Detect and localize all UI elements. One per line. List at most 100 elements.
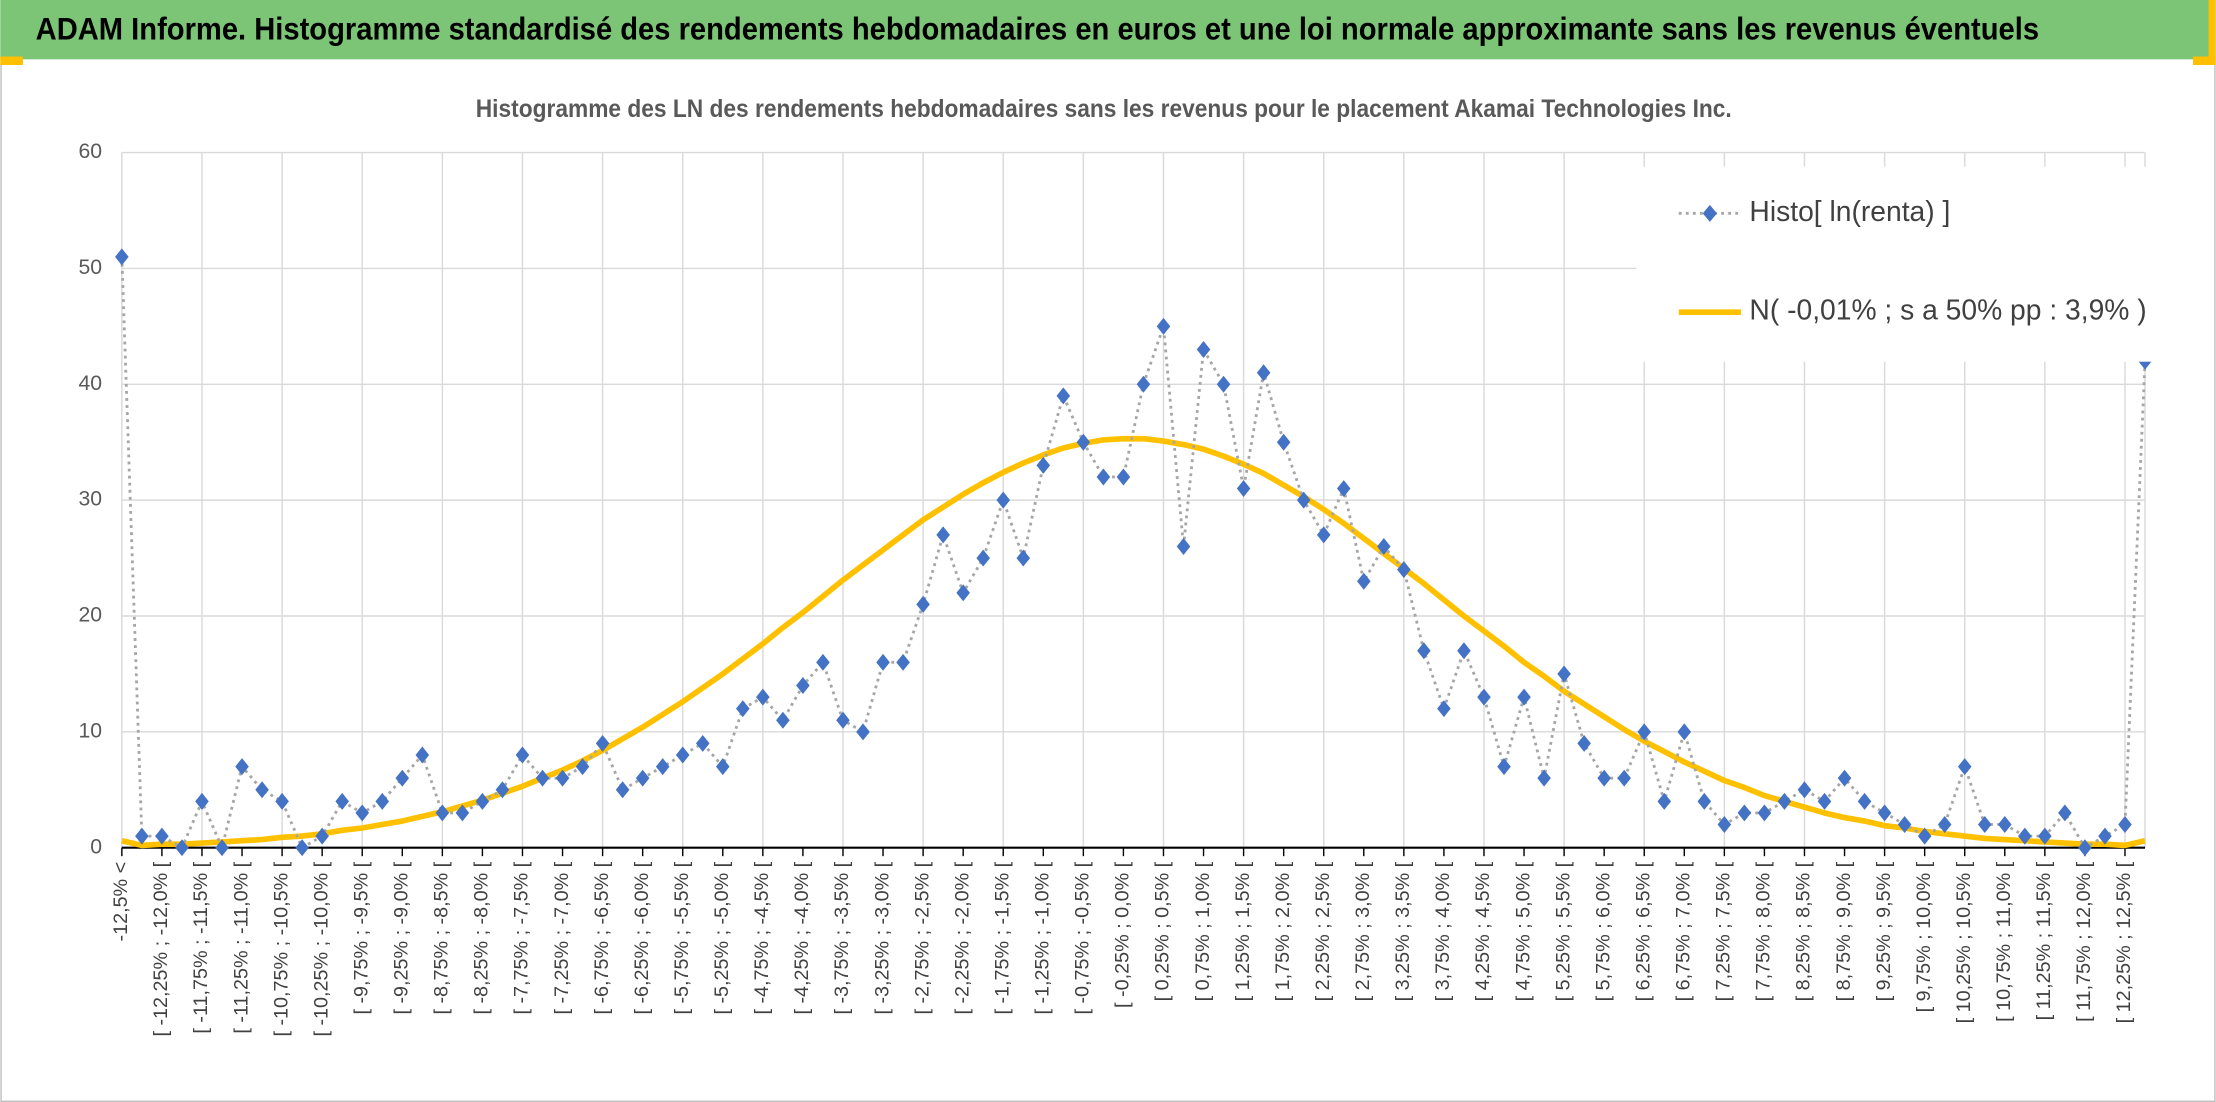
point-marker	[455, 804, 470, 822]
point-marker	[1657, 792, 1672, 810]
point-marker	[2018, 827, 2032, 845]
point-marker	[1417, 642, 1431, 660]
point-marker	[395, 769, 410, 787]
point-marker	[1336, 480, 1351, 498]
point-marker	[976, 549, 990, 567]
point-marker	[335, 792, 349, 810]
point-marker	[836, 711, 850, 729]
point-marker	[1797, 781, 1812, 799]
x-tick-label: [ -8,25% ; -8,0% [	[471, 861, 493, 1014]
point-marker	[115, 248, 129, 266]
x-tick-label: [ -5,75% ; -5,5% [	[671, 861, 693, 1014]
banner-title: ADAM Informe. Histogramme standardisé de…	[36, 11, 2039, 46]
point-marker	[776, 711, 790, 729]
x-tick-label: [ 7,25% ; 7,5% [	[1713, 861, 1735, 1001]
point-marker	[1296, 491, 1311, 509]
point-marker	[1216, 375, 1231, 393]
x-tick-label: [ 8,25% ; 8,5% [	[1793, 861, 1815, 1001]
x-tick-label: [ -4,75% ; -4,5% [	[751, 861, 773, 1014]
x-tick-label: [ -3,75% ; -3,5% [	[831, 861, 853, 1014]
x-tick-label: [ 4,75% ; 5,0% [	[1512, 861, 1534, 1001]
point-marker	[1937, 816, 1952, 833]
point-marker	[315, 827, 329, 845]
point-marker	[756, 688, 770, 706]
point-marker	[1316, 526, 1331, 544]
point-marker	[555, 769, 570, 787]
x-tick-label: [ -6,25% ; -6,0% [	[631, 861, 653, 1014]
point-marker	[415, 746, 430, 764]
x-tick-label: [ 1,25% ; 1,5% [	[1232, 861, 1254, 1001]
x-tick-label: [ 5,75% ; 6,0% [	[1592, 861, 1614, 1001]
corner-mark	[2193, 56, 2216, 65]
point-marker	[2078, 839, 2092, 857]
point-marker	[1957, 758, 1972, 776]
point-marker	[956, 584, 970, 602]
y-tick-label: 20	[78, 604, 102, 627]
point-marker	[2038, 827, 2052, 845]
x-tick-label: [ 3,75% ; 4,0% [	[1432, 861, 1454, 1001]
x-tick-label: [ 8,75% ; 9,0% [	[1833, 861, 1855, 1001]
y-tick-label: 30	[78, 488, 102, 511]
x-tick-label: [ 9,75% ; 10,0% [	[1913, 861, 1935, 1012]
point-marker	[936, 526, 950, 544]
point-marker	[595, 734, 610, 752]
point-marker	[1537, 769, 1551, 787]
y-tick-label: 50	[78, 256, 102, 279]
x-tick-label: [ 12,25% ; 12,5% [	[2113, 861, 2135, 1023]
point-marker	[475, 792, 490, 810]
x-tick-label: [ -4,25% ; -4,0% [	[791, 861, 813, 1014]
point-marker	[1377, 538, 1391, 555]
x-tick-label: [ 5,25% ; 5,5% [	[1552, 861, 1574, 1001]
chart-title: Histogramme des LN des rendements hebdom…	[476, 95, 1732, 123]
point-marker	[535, 769, 550, 787]
x-tick-label: [ -11,25% ; -11,0% [	[230, 861, 252, 1033]
x-tick-label: [ -7,75% ; -7,5% [	[511, 861, 533, 1014]
y-tick-label: 40	[78, 372, 102, 395]
x-tick-label: [ -3,25% ; -3,0% [	[871, 861, 893, 1014]
point-marker	[1136, 375, 1151, 393]
point-marker	[635, 769, 650, 787]
point-marker	[1056, 387, 1071, 405]
x-tick-label: [ -1,25% ; -1,0% [	[1032, 861, 1054, 1014]
x-tick-label: [ 6,25% ; 6,5% [	[1632, 861, 1654, 1001]
x-tick-label: [ -9,75% ; -9,5% [	[350, 861, 372, 1014]
point-marker	[1176, 538, 1191, 555]
point-marker	[615, 781, 630, 799]
x-tick-label: [ -0,25% ; 0,0% [	[1112, 861, 1134, 1008]
point-marker	[175, 839, 189, 857]
y-tick-label: 0	[90, 835, 102, 858]
x-tick-label: [ -10,75% ; -10,5% [	[270, 861, 292, 1036]
point-marker	[1717, 816, 1732, 833]
series-line	[121, 435, 2146, 849]
x-tick-label: [ -2,75% ; -2,5% [	[911, 861, 933, 1014]
legend-marker	[1702, 204, 1717, 222]
point-marker	[675, 746, 690, 764]
point-marker	[195, 792, 209, 810]
x-tick-label: [ 4,25% ; 4,5% [	[1472, 861, 1494, 1001]
x-tick-label: [ 0,75% ; 1,0% [	[1192, 861, 1214, 1001]
point-marker	[1196, 341, 1211, 359]
legend-label: Histo[ ln(renta) ]	[1749, 195, 1950, 227]
point-marker	[295, 839, 309, 857]
x-tick-label: [ 1,75% ; 2,0% [	[1272, 861, 1294, 1001]
x-tick-label: [ -7,25% ; -7,0% [	[551, 861, 573, 1014]
y-tick-label: 10	[78, 719, 102, 742]
grid: 0 10 20 30 40 50 60 -12,5% < [ -12,25% ; -12,0% …	[78, 140, 2146, 1037]
point-marker	[2098, 827, 2112, 845]
point-marker	[135, 827, 149, 845]
point-marker	[1156, 317, 1171, 335]
point-marker	[716, 758, 730, 776]
point-marker	[1116, 468, 1131, 486]
legend-box	[1636, 166, 2160, 362]
point-marker	[2058, 804, 2072, 822]
x-tick-label: -12,5% <	[110, 862, 132, 942]
x-tick-label: [ 11,25% ; 11,5% [	[2033, 861, 2055, 1020]
x-tick-label: [ -8,75% ; -8,5% [	[431, 861, 453, 1014]
point-marker	[215, 839, 229, 857]
x-tick-label: [ -0,75% ; -0,5% [	[1072, 861, 1094, 1014]
x-tick-label: [ -12,25% ; -12,0% [	[150, 861, 172, 1036]
x-tick-label: [ 9,25% ; 9,5% [	[1873, 861, 1895, 1001]
x-tick-label: [ 3,25% ; 3,5% [	[1392, 861, 1414, 1001]
point-marker	[1637, 723, 1652, 741]
point-marker	[1677, 723, 1692, 741]
